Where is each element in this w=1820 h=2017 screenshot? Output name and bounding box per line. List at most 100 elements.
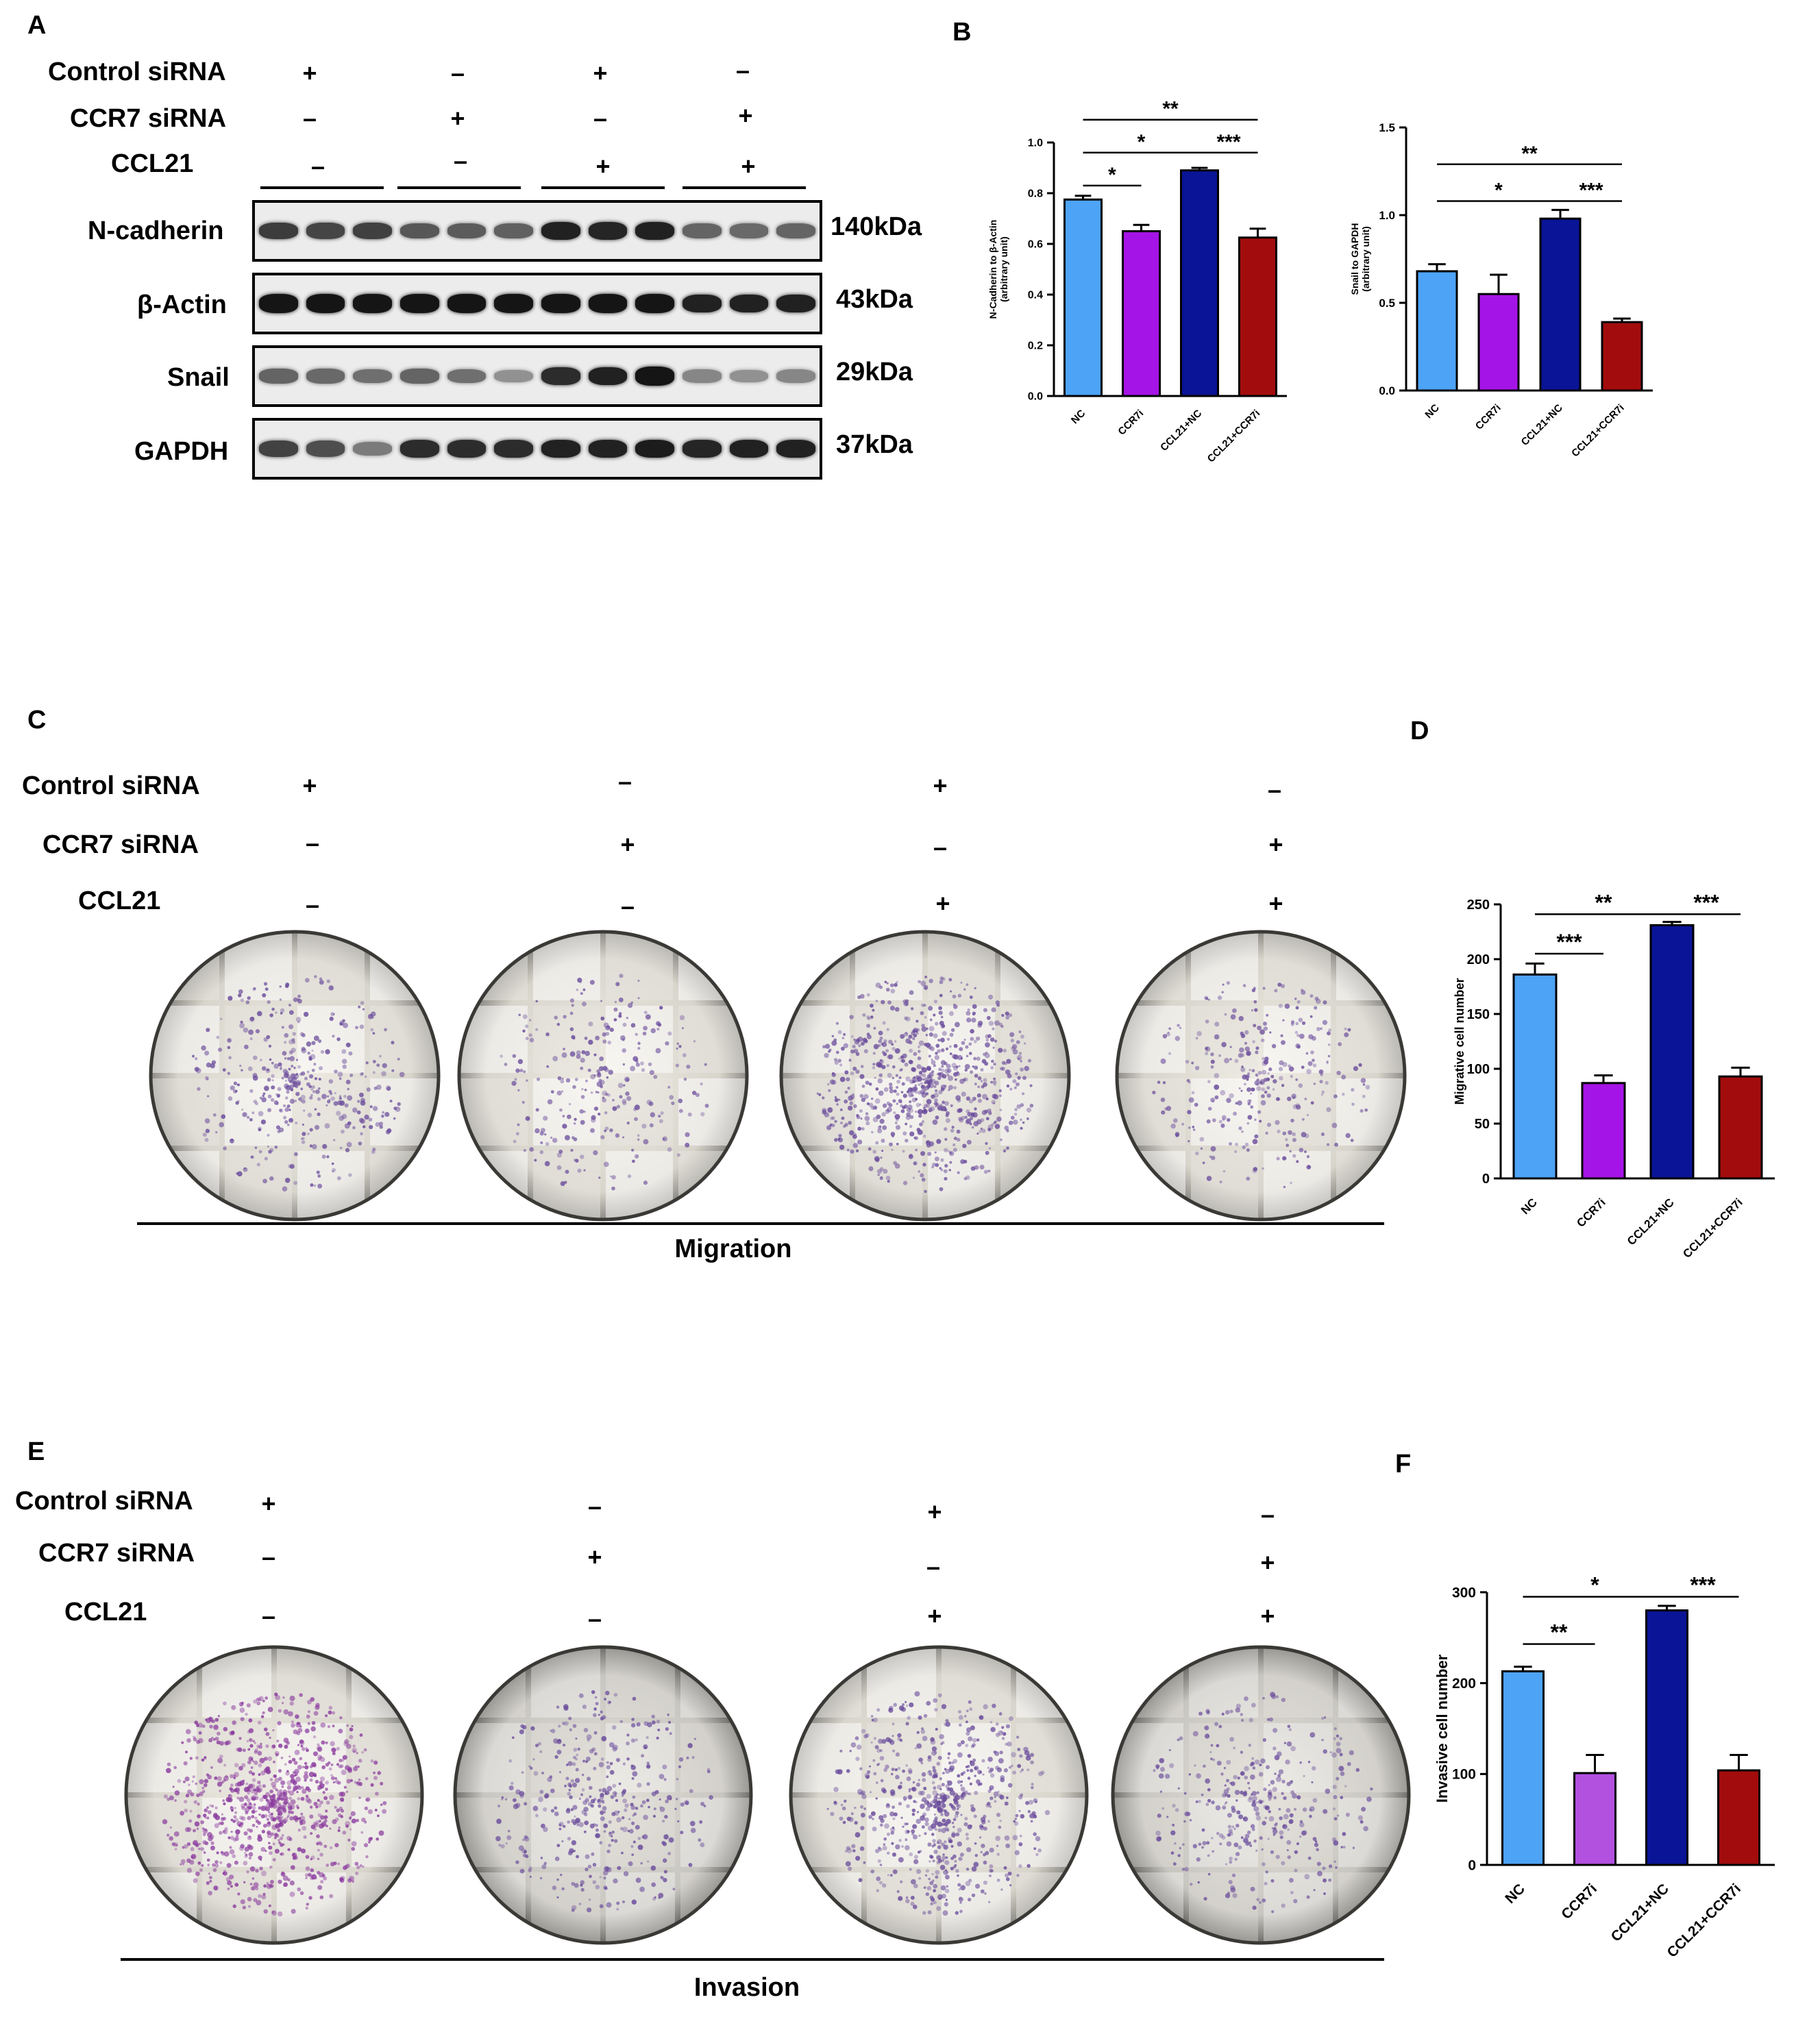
migration-caption: Migration — [674, 1235, 792, 1263]
blot-band — [447, 369, 487, 384]
y-tick-label: 50 — [1475, 1117, 1490, 1132]
y-tick-label: 0 — [1468, 1857, 1476, 1873]
category-label: CCL21+NC — [1625, 1196, 1677, 1248]
blot-band — [635, 439, 674, 458]
blot-band — [635, 367, 674, 386]
blot-band — [541, 294, 580, 313]
blot-band — [400, 369, 439, 384]
sign-a-c1-r3: – — [310, 152, 325, 180]
bar-CCL21+CCR7i — [1238, 236, 1277, 397]
panel-label-f: F — [1395, 1450, 1412, 1478]
significance-label: ** — [1162, 98, 1179, 121]
category-label: CCR7i — [1558, 1881, 1600, 1922]
migration-underline — [137, 1222, 1384, 1225]
sign-e-c1-r2: – — [261, 1543, 276, 1571]
bar-NC — [1501, 1670, 1545, 1866]
blot-band — [682, 223, 722, 238]
blot-band — [353, 442, 392, 456]
blot-band — [306, 369, 345, 384]
invasion-well-4 — [1111, 1645, 1411, 1945]
row-label-control-sirna: Control siRNA — [15, 1487, 193, 1515]
y-axis-label: N-Cadherin to β-Actin — [987, 220, 998, 319]
y-tick-label: 0.2 — [1028, 341, 1043, 352]
y-tick-label: 100 — [1467, 1062, 1490, 1077]
blot-band — [494, 294, 533, 313]
blot-band — [400, 223, 439, 239]
category-label: CCR7i — [1574, 1196, 1608, 1230]
sign-a-c2-r1: – — [450, 59, 465, 87]
blot-band — [588, 367, 628, 386]
blot-band — [400, 440, 439, 458]
y-tick-label: 250 — [1467, 898, 1490, 913]
significance-label: ** — [1551, 1620, 1568, 1645]
bar-CCL21+CCR7i — [1718, 1075, 1763, 1180]
sign-e-c2-r1: – — [587, 1492, 602, 1520]
sign-a-c4-r2: + — [738, 101, 753, 129]
blot-band — [729, 439, 769, 458]
y-tick-label: 0.4 — [1028, 290, 1043, 301]
category-label: CCL21+NC — [1519, 402, 1565, 448]
bar-CCL21+NC — [1539, 217, 1582, 392]
sign-a-c1-r2: – — [302, 104, 317, 132]
bar-NC — [1416, 270, 1458, 392]
blot-band — [588, 439, 628, 458]
invasion-well-3 — [789, 1645, 1089, 1945]
category-label: CCL21+CCR7i — [1569, 402, 1627, 460]
significance-label: *** — [1579, 180, 1603, 202]
significance-label: * — [1108, 164, 1116, 186]
panel-label-d: D — [1410, 717, 1429, 745]
bar-chart-snail: 0.00.51.01.5NC CCR7i CCL21+NC CCL21+CCR7i* *… — [1349, 121, 1653, 460]
blot-band — [447, 294, 487, 313]
significance-label: * — [1590, 1576, 1599, 1598]
migration-well-4 — [1115, 930, 1407, 1222]
row-label-ccr7-sirna: CCR7 siRNA — [38, 1539, 195, 1568]
y-tick-label: 0.6 — [1028, 239, 1043, 251]
sign-a-c4-r3: + — [741, 152, 756, 180]
blot-band — [353, 369, 392, 384]
significance-label: ** — [1595, 890, 1612, 915]
row-label-ccl21: CCL21 — [111, 149, 194, 178]
sign-a-c3-r1: + — [593, 59, 608, 87]
blot-band — [682, 369, 722, 383]
sign-e-c4-r2: + — [1260, 1548, 1275, 1576]
sign-c-c2-r2: + — [620, 830, 635, 858]
blot-band — [306, 441, 345, 457]
y-tick-label: 1.0 — [1028, 138, 1043, 149]
blot-band — [541, 439, 580, 458]
blot-band — [259, 369, 298, 384]
sign-c-c1-r3: – — [305, 891, 320, 919]
bar-CCL21+CCR7i — [1601, 321, 1643, 392]
blot-label-snail: Snail — [167, 363, 230, 392]
blot-band — [776, 294, 815, 313]
blot-strip-snail — [252, 345, 822, 407]
sign-e-c2-r3: – — [587, 1605, 602, 1633]
blot-band — [776, 439, 815, 458]
bar-CCR7i — [1122, 230, 1161, 397]
blot-band — [729, 369, 769, 383]
sign-a-c3-r2: – — [593, 104, 608, 132]
kda-snail: 29kDa — [836, 358, 913, 386]
sign-c-c3-r1: + — [933, 771, 948, 800]
lane-group-underline — [260, 186, 384, 189]
sign-e-c3-r2: – — [926, 1552, 941, 1581]
bar-CCR7i — [1573, 1772, 1616, 1866]
lane-group-underline — [682, 186, 806, 189]
invasion-well-2 — [453, 1645, 753, 1945]
sign-c-c3-r2: – — [933, 833, 948, 861]
blot-band — [729, 223, 769, 238]
sign-c-c2-r1: – — [617, 767, 632, 795]
bar-CCL21+NC — [1645, 1609, 1688, 1866]
blot-band — [259, 441, 298, 457]
bar-NC — [1512, 973, 1558, 1180]
row-label-ccr7-sirna: CCR7 siRNA — [42, 830, 199, 859]
row-label-control-sirna: Control siRNA — [22, 771, 200, 800]
blot-band — [353, 222, 392, 240]
y-axis-label: Invasive cell number — [1434, 1654, 1451, 1803]
sign-c-c1-r1: + — [302, 771, 317, 800]
sign-c-c3-r3: + — [935, 889, 950, 917]
blot-band — [306, 294, 345, 313]
category-label: CCL21+CCR7i — [1205, 408, 1263, 465]
blot-band — [635, 221, 674, 240]
lane-group-underline — [541, 186, 665, 189]
y-tick-label: 300 — [1452, 1585, 1476, 1600]
